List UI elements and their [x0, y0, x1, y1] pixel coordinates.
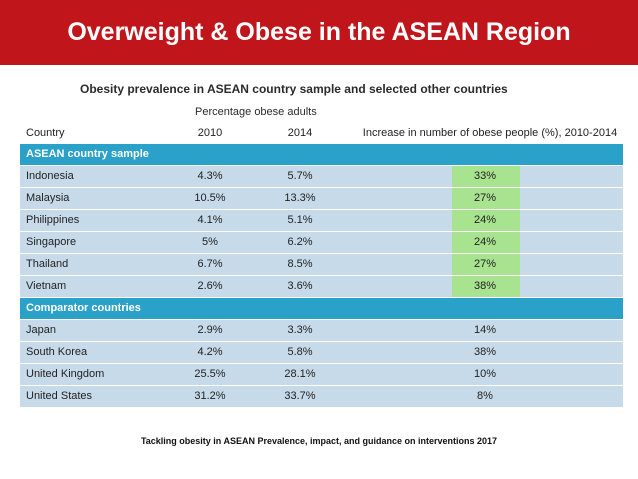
col-country: Country	[26, 127, 65, 139]
slide-title: Overweight & Obese in the ASEAN Region	[67, 18, 571, 46]
source-caption: Tackling obesity in ASEAN Prevalence, im…	[140, 436, 498, 446]
country-cell: Singapore	[26, 236, 77, 248]
increase-highlight	[452, 210, 520, 231]
country-cell: Japan	[26, 324, 56, 336]
country-cell: United Kingdom	[26, 368, 105, 380]
increase-cell: 38%	[473, 280, 497, 292]
table-row: Japan 2.9% 3.3% 14%	[20, 320, 623, 342]
value-2014-cell: 5.7%	[287, 170, 313, 182]
increase-cell: 10%	[473, 368, 497, 380]
value-2010-cell: 10.5%	[194, 192, 226, 204]
value-2014-cell: 5.8%	[287, 346, 313, 358]
table-row: United Kingdom 25.5% 28.1% 10%	[20, 364, 623, 386]
increase-highlight	[452, 232, 520, 253]
value-2014-cell: 33.7%	[284, 390, 316, 402]
value-2014-cell: 5.1%	[287, 214, 313, 226]
increase-cell: 38%	[473, 346, 497, 358]
table-row: Philippines 4.1% 5.1% 24%	[20, 210, 623, 232]
value-2010-cell: 2.6%	[197, 280, 223, 292]
table-row: Singapore 5% 6.2% 24%	[20, 232, 623, 254]
col-2010: 2010	[197, 127, 223, 139]
value-2010-cell: 4.3%	[197, 170, 223, 182]
section-label: Comparator countries	[26, 302, 141, 314]
increase-cell: 14%	[473, 324, 497, 336]
increase-cell: 33%	[473, 170, 497, 182]
table-title: Obesity prevalence in ASEAN country samp…	[80, 82, 508, 96]
increase-cell: 24%	[473, 236, 497, 248]
section-label: ASEAN country sample	[26, 148, 149, 160]
increase-highlight	[452, 166, 520, 187]
col-increase: Increase in number of obese people (%), …	[362, 127, 618, 139]
increase-cell: 8%	[477, 390, 493, 402]
value-2010-cell: 25.5%	[194, 368, 226, 380]
table-row: Vietnam 2.6% 3.6% 38%	[20, 276, 623, 298]
value-2010-cell: 5%	[202, 236, 218, 248]
increase-highlight	[452, 188, 520, 209]
table-body: ASEAN country sample Indonesia 4.3% 5.7% 33%…	[20, 144, 623, 408]
table-row: United States 31.2% 33.7% 8%	[20, 386, 623, 408]
country-cell: United States	[26, 390, 93, 402]
country-cell: Malaysia	[26, 192, 70, 204]
title-banner: Overweight & Obese in the ASEAN Region	[0, 0, 638, 65]
table-row: Thailand 6.7% 8.5% 27%	[20, 254, 623, 276]
increase-highlight	[452, 276, 520, 297]
country-cell: Thailand	[26, 258, 69, 270]
value-2010-cell: 4.2%	[197, 346, 223, 358]
value-2010-cell: 31.2%	[194, 390, 226, 402]
value-2014-cell: 8.5%	[287, 258, 313, 270]
value-2010-cell: 4.1%	[197, 214, 223, 226]
section-header-row: ASEAN country sample	[20, 144, 623, 166]
obesity-table: Country 2010 2014 Increase in number of …	[20, 122, 623, 408]
country-cell: South Korea	[26, 346, 88, 358]
increase-highlight	[452, 254, 520, 275]
increase-cell: 27%	[473, 192, 497, 204]
col-2014: 2014	[287, 127, 313, 139]
table-row: Indonesia 4.3% 5.7% 33%	[20, 166, 623, 188]
column-headers: Country 2010 2014 Increase in number of …	[20, 122, 623, 144]
value-2014-cell: 28.1%	[284, 368, 316, 380]
country-cell: Philippines	[26, 214, 80, 226]
value-2014-cell: 6.2%	[287, 236, 313, 248]
increase-cell: 27%	[473, 258, 497, 270]
table-row: Malaysia 10.5% 13.3% 27%	[20, 188, 623, 210]
increase-cell: 24%	[473, 214, 497, 226]
table-row: South Korea 4.2% 5.8% 38%	[20, 342, 623, 364]
section-header-row: Comparator countries	[20, 298, 623, 320]
table-subhead: Percentage obese adults	[195, 106, 317, 118]
value-2014-cell: 3.3%	[287, 324, 313, 336]
value-2010-cell: 2.9%	[197, 324, 223, 336]
value-2014-cell: 13.3%	[284, 192, 316, 204]
country-cell: Indonesia	[26, 170, 74, 182]
value-2014-cell: 3.6%	[287, 280, 313, 292]
country-cell: Vietnam	[26, 280, 67, 292]
value-2010-cell: 6.7%	[197, 258, 223, 270]
